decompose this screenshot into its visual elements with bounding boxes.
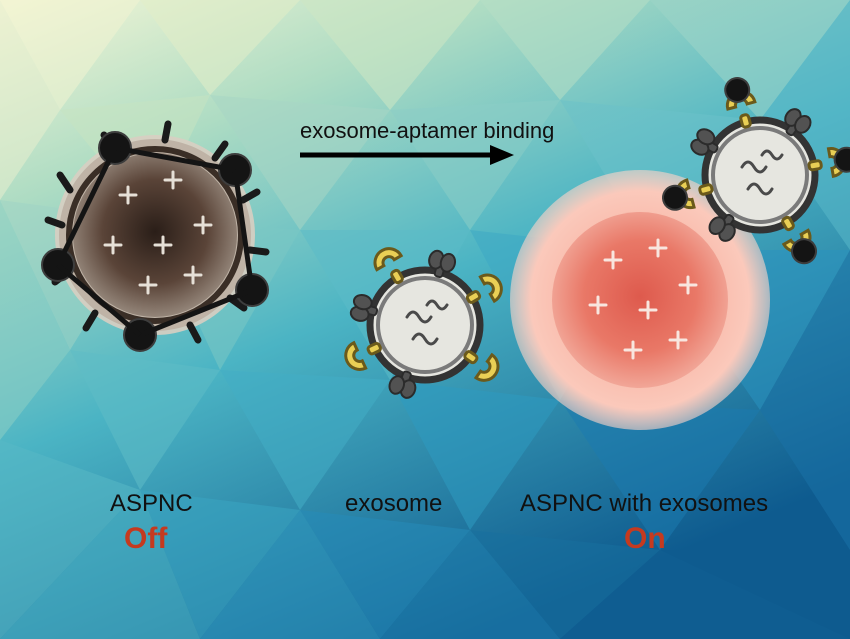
figure-canvas: exosome-aptamer binding ASPNC exosome AS… bbox=[0, 0, 850, 639]
arrow-label: exosome-aptamer binding bbox=[300, 118, 554, 144]
state-off: Off bbox=[124, 522, 167, 556]
label-aspnc-with-exosomes: ASPNC with exosomes bbox=[520, 490, 768, 518]
label-exosome: exosome bbox=[345, 490, 442, 518]
state-on: On bbox=[624, 522, 666, 556]
label-aspnc: ASPNC bbox=[110, 490, 193, 518]
